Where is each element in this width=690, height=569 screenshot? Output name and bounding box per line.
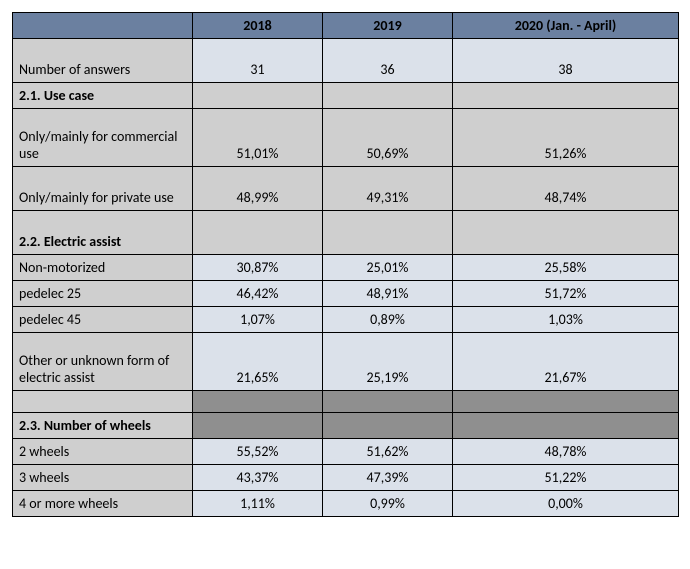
label-section-21: 2.1. Use case <box>13 83 193 109</box>
label-other: Other or unknown form of electric assist <box>13 333 193 391</box>
row-gap <box>13 391 679 413</box>
label-num-answers: Number of answers <box>13 39 193 83</box>
value-2020: 0,00% <box>453 491 679 517</box>
value-2018: 1,11% <box>193 491 323 517</box>
value-2020: 51,72% <box>453 281 679 307</box>
value-2020: 1,03% <box>453 307 679 333</box>
row-nonmot: Non-motorized 30,87% 25,01% 25,58% <box>13 255 679 281</box>
value-2020: 51,26% <box>453 109 679 167</box>
row-other: Other or unknown form of electric assist… <box>13 333 679 391</box>
value-2018: 55,52% <box>193 439 323 465</box>
value-2019: 51,62% <box>323 439 453 465</box>
cell-blank <box>13 391 193 413</box>
row-section-22: 2.2. Electric assist <box>13 211 679 255</box>
cell-blank <box>453 83 679 109</box>
value-2018: 48,99% <box>193 167 323 211</box>
label-commercial: Only/mainly for commercial use <box>13 109 193 167</box>
label-section-22: 2.2. Electric assist <box>13 211 193 255</box>
row-w4: 4 or more wheels 1,11% 0,99% 0,00% <box>13 491 679 517</box>
data-table: 2018 2019 2020 (Jan. - April) Number of … <box>12 12 679 517</box>
cell-blank <box>323 391 453 413</box>
header-2018: 2018 <box>193 13 323 39</box>
label-nonmot: Non-motorized <box>13 255 193 281</box>
cell-blank <box>323 211 453 255</box>
value-2020: 21,67% <box>453 333 679 391</box>
cell-blank <box>193 391 323 413</box>
row-ped45: pedelec 45 1,07% 0,89% 1,03% <box>13 307 679 333</box>
header-2020: 2020 (Jan. - April) <box>453 13 679 39</box>
value-2018: 21,65% <box>193 333 323 391</box>
row-ped25: pedelec 25 46,42% 48,91% 51,72% <box>13 281 679 307</box>
cell-blank <box>453 211 679 255</box>
cell-blank <box>193 83 323 109</box>
value-2019: 0,89% <box>323 307 453 333</box>
value-2019: 25,01% <box>323 255 453 281</box>
cell-blank <box>193 211 323 255</box>
cell-blank <box>453 413 679 439</box>
label-w4: 4 or more wheels <box>13 491 193 517</box>
cell-blank <box>453 391 679 413</box>
value-2018: 30,87% <box>193 255 323 281</box>
cell-blank <box>323 83 453 109</box>
value-2020: 51,22% <box>453 465 679 491</box>
value-2019: 25,19% <box>323 333 453 391</box>
value-2020: 25,58% <box>453 255 679 281</box>
value-2018: 43,37% <box>193 465 323 491</box>
label-ped45: pedelec 45 <box>13 307 193 333</box>
row-num-answers: Number of answers 31 36 38 <box>13 39 679 83</box>
cell-blank <box>323 413 453 439</box>
value-2019: 50,69% <box>323 109 453 167</box>
value-2018: 31 <box>193 39 323 83</box>
row-section-23: 2.3. Number of wheels <box>13 413 679 439</box>
cell-blank <box>193 413 323 439</box>
label-w3: 3 wheels <box>13 465 193 491</box>
value-2018: 51,01% <box>193 109 323 167</box>
value-2020: 48,74% <box>453 167 679 211</box>
header-blank <box>13 13 193 39</box>
label-w2: 2 wheels <box>13 439 193 465</box>
row-private: Only/mainly for private use 48,99% 49,31… <box>13 167 679 211</box>
value-2018: 1,07% <box>193 307 323 333</box>
row-section-21: 2.1. Use case <box>13 83 679 109</box>
header-row: 2018 2019 2020 (Jan. - April) <box>13 13 679 39</box>
header-2019: 2019 <box>323 13 453 39</box>
row-w2: 2 wheels 55,52% 51,62% 48,78% <box>13 439 679 465</box>
value-2020: 38 <box>453 39 679 83</box>
value-2019: 36 <box>323 39 453 83</box>
value-2019: 48,91% <box>323 281 453 307</box>
value-2019: 47,39% <box>323 465 453 491</box>
label-ped25: pedelec 25 <box>13 281 193 307</box>
value-2019: 0,99% <box>323 491 453 517</box>
label-private: Only/mainly for private use <box>13 167 193 211</box>
value-2018: 46,42% <box>193 281 323 307</box>
value-2019: 49,31% <box>323 167 453 211</box>
value-2020: 48,78% <box>453 439 679 465</box>
row-commercial: Only/mainly for commercial use 51,01% 50… <box>13 109 679 167</box>
label-section-23: 2.3. Number of wheels <box>13 413 193 439</box>
row-w3: 3 wheels 43,37% 47,39% 51,22% <box>13 465 679 491</box>
